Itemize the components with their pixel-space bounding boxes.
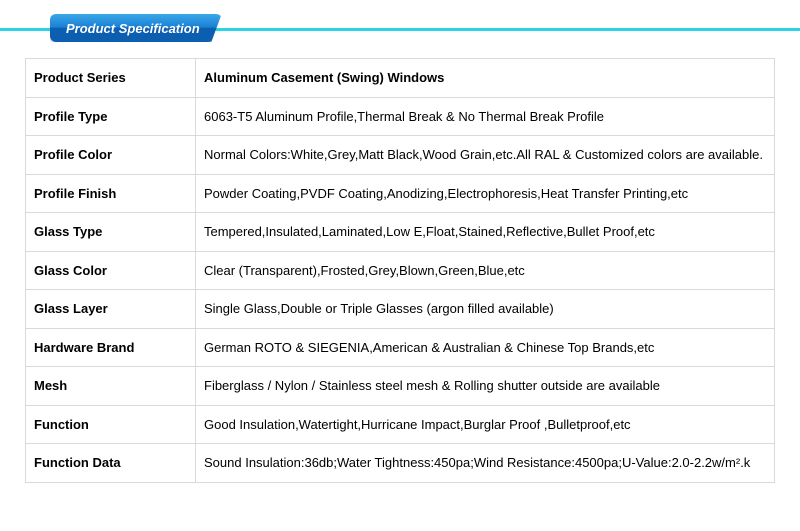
spec-value: Fiberglass / Nylon / Stainless steel mes… [196, 367, 775, 406]
spec-label: Profile Finish [26, 174, 196, 213]
spec-value: Good Insulation,Watertight,Hurricane Imp… [196, 405, 775, 444]
table-row: MeshFiberglass / Nylon / Stainless steel… [26, 367, 775, 406]
table-row: Profile FinishPowder Coating,PVDF Coatin… [26, 174, 775, 213]
spec-value: Clear (Transparent),Frosted,Grey,Blown,G… [196, 251, 775, 290]
spec-value: Aluminum Casement (Swing) Windows [196, 59, 775, 98]
table-row: Glass LayerSingle Glass,Double or Triple… [26, 290, 775, 329]
spec-table: Product SeriesAluminum Casement (Swing) … [25, 58, 775, 483]
spec-label: Hardware Brand [26, 328, 196, 367]
spec-value: Single Glass,Double or Triple Glasses (a… [196, 290, 775, 329]
spec-value: Tempered,Insulated,Laminated,Low E,Float… [196, 213, 775, 252]
table-row: Hardware BrandGerman ROTO & SIEGENIA,Ame… [26, 328, 775, 367]
spec-label: Glass Type [26, 213, 196, 252]
table-row: Function DataSound Insulation:36db;Water… [26, 444, 775, 483]
table-row: Glass TypeTempered,Insulated,Laminated,L… [26, 213, 775, 252]
table-row: Profile ColorNormal Colors:White,Grey,Ma… [26, 136, 775, 175]
spec-label: Profile Type [26, 97, 196, 136]
spec-value: Sound Insulation:36db;Water Tightness:45… [196, 444, 775, 483]
spec-value: Normal Colors:White,Grey,Matt Black,Wood… [196, 136, 775, 175]
spec-label: Profile Color [26, 136, 196, 175]
spec-value: 6063-T5 Aluminum Profile,Thermal Break &… [196, 97, 775, 136]
table-row: Glass ColorClear (Transparent),Frosted,G… [26, 251, 775, 290]
table-row: FunctionGood Insulation,Watertight,Hurri… [26, 405, 775, 444]
spec-label: Glass Color [26, 251, 196, 290]
spec-value: Powder Coating,PVDF Coating,Anodizing,El… [196, 174, 775, 213]
section-title-text: Product Specification [66, 21, 200, 36]
table-row: Profile Type6063-T5 Aluminum Profile,The… [26, 97, 775, 136]
spec-label: Function [26, 405, 196, 444]
section-title-badge: Product Specification [50, 14, 222, 42]
spec-label: Mesh [26, 367, 196, 406]
table-row: Product SeriesAluminum Casement (Swing) … [26, 59, 775, 98]
spec-label: Function Data [26, 444, 196, 483]
spec-value: German ROTO & SIEGENIA,American & Austra… [196, 328, 775, 367]
spec-label: Glass Layer [26, 290, 196, 329]
spec-label: Product Series [26, 59, 196, 98]
spec-table-body: Product SeriesAluminum Casement (Swing) … [26, 59, 775, 483]
header-bar: Product Specification [0, 10, 800, 50]
